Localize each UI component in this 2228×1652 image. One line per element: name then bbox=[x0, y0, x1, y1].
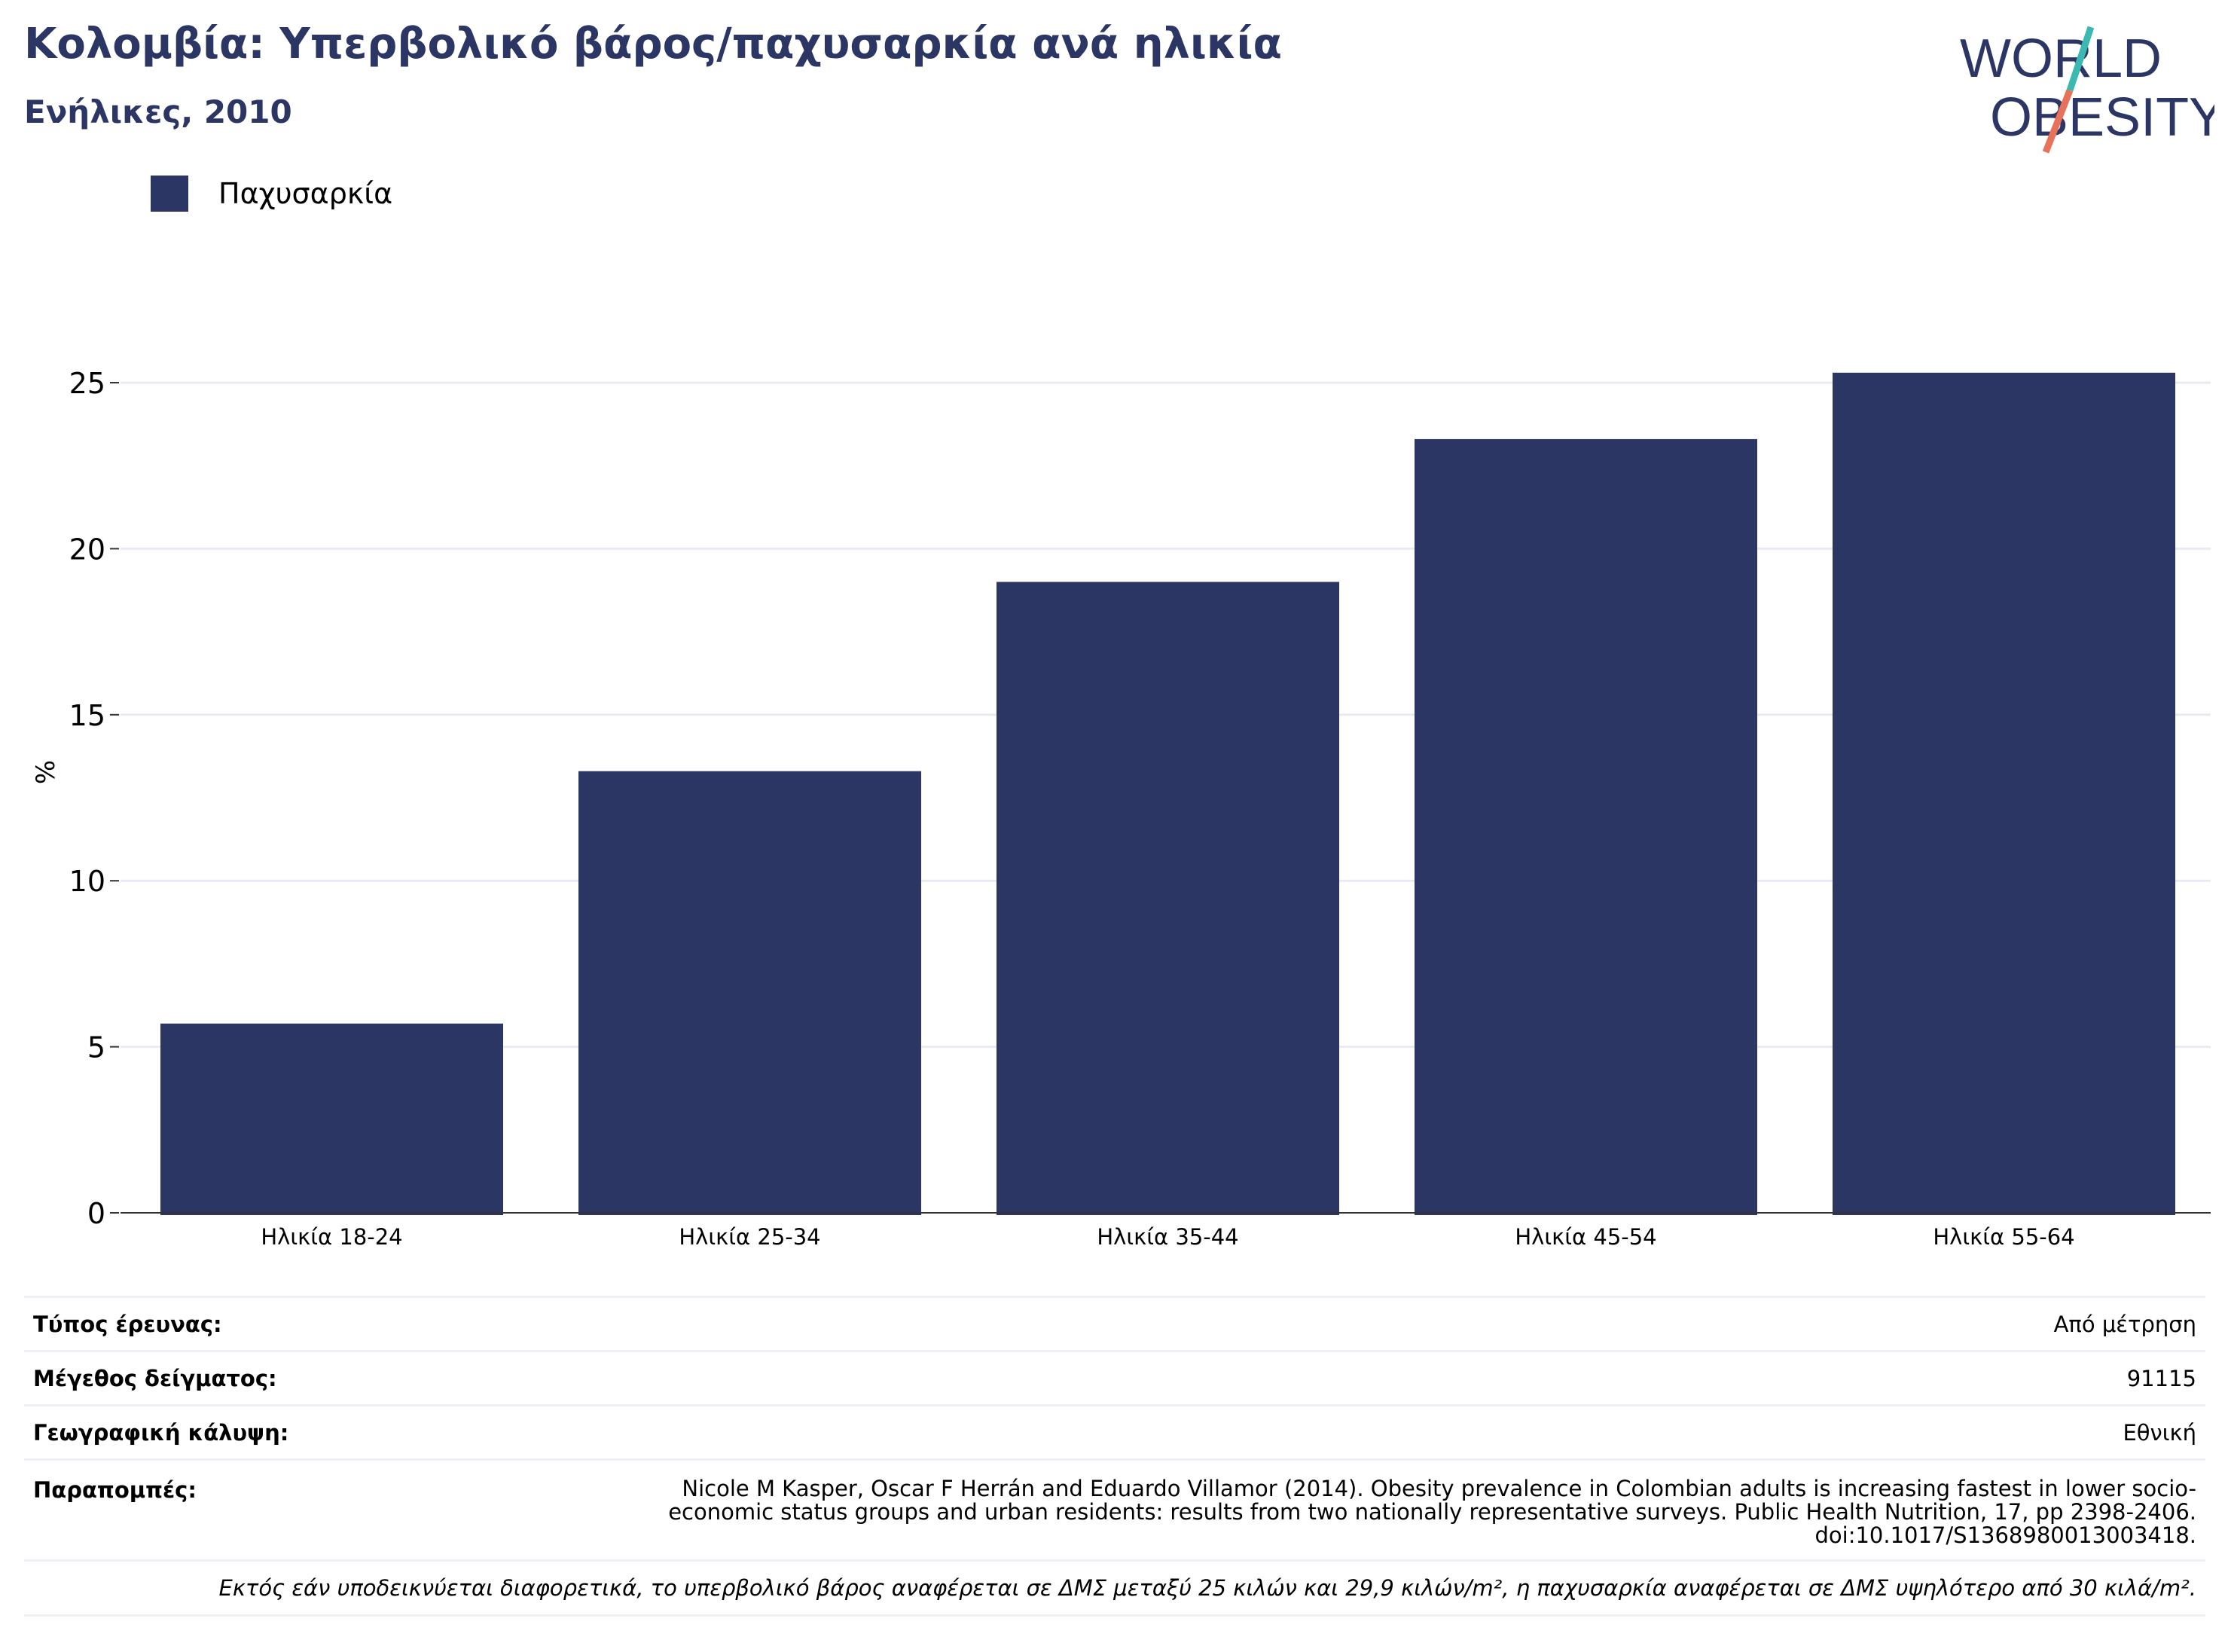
bar bbox=[1833, 372, 2175, 1215]
y-tick-label: 0 bbox=[87, 1197, 105, 1230]
references-label: Παραπομπές: bbox=[33, 1477, 197, 1503]
references-value: Nicole M Kasper, Oscar F Herrán and Edua… bbox=[668, 1476, 2196, 1548]
chart-legend: Παχυσαρκία bbox=[151, 175, 392, 212]
x-tick-label: Ηλικία 55-64 bbox=[1933, 1224, 2074, 1250]
x-tick-label: Ηλικία 45-54 bbox=[1515, 1224, 1656, 1250]
survey-type-value: Από μέτρηση bbox=[2053, 1311, 2196, 1337]
info-row-references: Παραπομπές: Nicole M Kasper, Oscar F Her… bbox=[24, 1458, 2205, 1559]
x-tick-label: Ηλικία 35-44 bbox=[1097, 1224, 1238, 1250]
info-row-sample-size: Μέγεθος δείγματος: 91115 bbox=[24, 1350, 2205, 1404]
logo-text-world: WORLD bbox=[1960, 29, 2162, 89]
bar bbox=[1415, 438, 1757, 1215]
definition-note: Εκτός εάν υποδεικνύεται διαφορετικά, το … bbox=[24, 1559, 2205, 1617]
x-tick-label: Ηλικία 18-24 bbox=[261, 1224, 402, 1250]
logo-text-obesity: OBESITY bbox=[1990, 87, 2214, 148]
sample-size-label: Μέγεθος δείγματος: bbox=[33, 1365, 277, 1391]
x-tick-label: Ηλικία 25-34 bbox=[679, 1224, 820, 1250]
y-tick-label: 20 bbox=[69, 533, 105, 566]
world-obesity-logo: WORLD OBESITY bbox=[1960, 26, 2214, 154]
sample-size-value: 91115 bbox=[2126, 1365, 2196, 1391]
y-axis-label: % bbox=[31, 760, 61, 784]
bar bbox=[160, 1023, 503, 1215]
info-row-survey-type: Τύπος έρευνας: Από μέτρηση bbox=[24, 1296, 2205, 1350]
bar bbox=[996, 582, 1339, 1215]
coverage-value: Εθνική bbox=[2123, 1419, 2196, 1446]
bar-chart: 0 5 10 15 20 25 Ηλικία 18-24 Ηλικία 25-34 Ηλικία… bbox=[31, 367, 2211, 1250]
bar bbox=[578, 771, 921, 1215]
survey-type-label: Τύπος έρευνας: bbox=[33, 1311, 222, 1337]
logo-slash-bottom bbox=[2042, 89, 2074, 154]
info-row-coverage: Γεωγραφική κάλυψη: Εθνική bbox=[24, 1404, 2205, 1458]
y-tick-label: 15 bbox=[69, 699, 105, 732]
coverage-label: Γεωγραφική κάλυψη: bbox=[33, 1419, 289, 1446]
y-tick-label: 25 bbox=[69, 367, 105, 400]
y-tick-label: 10 bbox=[69, 865, 105, 898]
info-table: Τύπος έρευνας: Από μέτρηση Μέγεθος δείγμ… bbox=[24, 1296, 2205, 1617]
logo-slash-top bbox=[2066, 26, 2095, 92]
chart-title: Κολομβία: Υπερβολικό βάρος/παχυσαρκία αν… bbox=[24, 20, 1282, 69]
legend-swatch-obesity bbox=[151, 176, 188, 212]
y-tick-label: 5 bbox=[87, 1031, 105, 1064]
chart-subtitle: Ενήλικες, 2010 bbox=[24, 93, 292, 130]
legend-label-obesity: Παχυσαρκία bbox=[218, 177, 393, 210]
